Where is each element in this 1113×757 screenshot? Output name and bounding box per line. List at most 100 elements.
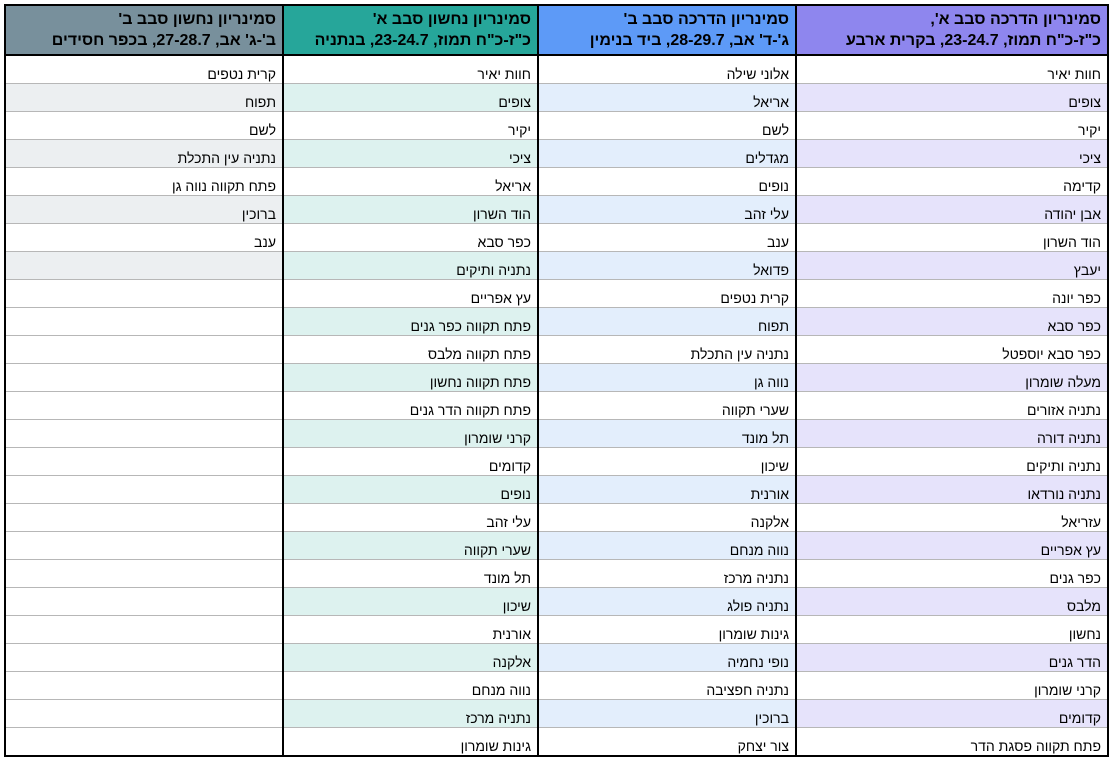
table-cell[interactable]: נווה מנחם	[282, 671, 539, 700]
table-cell[interactable]: ענב	[4, 223, 284, 252]
table-cell[interactable]	[4, 643, 284, 672]
table-cell[interactable]: גינות שומרון	[537, 615, 797, 644]
table-cell[interactable]	[4, 615, 284, 644]
table-cell[interactable]: נתניה מרכז	[282, 699, 539, 728]
header-nachshon-round-2[interactable]: סמינריון נחשון סבב ב' ב'-ג' אב, 27-28.7,…	[4, 4, 284, 56]
table-cell[interactable]	[4, 307, 284, 336]
table-cell[interactable]: תפוח	[4, 83, 284, 112]
table-cell[interactable]: לשם	[537, 111, 797, 140]
table-cell[interactable]: פתח תקווה מלבס	[282, 335, 539, 364]
table-cell[interactable]: קרית נטפים	[4, 54, 284, 84]
table-cell[interactable]: כפר סבא	[282, 223, 539, 252]
table-cell[interactable]: פתח תקווה נחשון	[282, 363, 539, 392]
table-cell[interactable]: יקיר	[795, 111, 1109, 140]
table-cell[interactable]	[4, 391, 284, 420]
table-cell[interactable]: גינות שומרון	[282, 727, 539, 757]
table-cell[interactable]: פדואל	[537, 251, 797, 280]
table-cell[interactable]: נתניה עין התכלת	[4, 139, 284, 168]
table-cell[interactable]: נופים	[282, 475, 539, 504]
table-cell[interactable]	[4, 419, 284, 448]
table-cell[interactable]	[4, 447, 284, 476]
table-cell[interactable]: קדומים	[282, 447, 539, 476]
table-cell[interactable]: עלי זהב	[282, 503, 539, 532]
table-cell[interactable]	[4, 251, 284, 280]
table-cell[interactable]: מגדלים	[537, 139, 797, 168]
table-cell[interactable]: צור יצחק	[537, 727, 797, 757]
table-cell[interactable]	[4, 559, 284, 588]
table-cell[interactable]	[4, 335, 284, 364]
table-cell[interactable]: שערי תקווה	[537, 391, 797, 420]
table-cell[interactable]: כפר יונה	[795, 279, 1109, 308]
table-cell[interactable]: ציכי	[795, 139, 1109, 168]
table-cell[interactable]: לשם	[4, 111, 284, 140]
table-cell[interactable]: פתח תקווה נווה גן	[4, 167, 284, 196]
table-cell[interactable]: נתניה נורדאו	[795, 475, 1109, 504]
table-cell[interactable]: נתניה פולג	[537, 587, 797, 616]
table-cell[interactable]: אורנית	[282, 615, 539, 644]
table-cell[interactable]: אורנית	[537, 475, 797, 504]
table-cell[interactable]: חוות יאיר	[795, 54, 1109, 84]
table-cell[interactable]: נתניה ותיקים	[795, 447, 1109, 476]
header-nachshon-round-1[interactable]: סמינריון נחשון סבב א' כ"ז-כ"ח תמוז, 23-2…	[282, 4, 539, 56]
table-cell[interactable]: צופים	[282, 83, 539, 112]
table-cell[interactable]: תל מונד	[537, 419, 797, 448]
table-cell[interactable]: הוד השרון	[795, 223, 1109, 252]
table-cell[interactable]: יעבץ	[795, 251, 1109, 280]
table-cell[interactable]: כפר גנים	[795, 559, 1109, 588]
table-cell[interactable]: שיכון	[537, 447, 797, 476]
table-cell[interactable]: נתניה חפציבה	[537, 671, 797, 700]
table-cell[interactable]: אלוני שילה	[537, 54, 797, 84]
table-cell[interactable]: קרני שומרון	[282, 419, 539, 448]
table-cell[interactable]	[4, 503, 284, 532]
header-guidance-round-2[interactable]: סמינריון הדרכה סבב ב' ג'-ד' אב, 28-29.7,…	[537, 4, 797, 56]
table-cell[interactable]: אלקנה	[282, 643, 539, 672]
table-cell[interactable]: חוות יאיר	[282, 54, 539, 84]
table-cell[interactable]: אבן יהודה	[795, 195, 1109, 224]
table-cell[interactable]	[4, 699, 284, 728]
table-cell[interactable]: שערי תקווה	[282, 531, 539, 560]
table-cell[interactable]	[4, 671, 284, 700]
table-cell[interactable]: קרית נטפים	[537, 279, 797, 308]
table-cell[interactable]: שיכון	[282, 587, 539, 616]
table-cell[interactable]: פתח תקווה הדר גנים	[282, 391, 539, 420]
table-cell[interactable]	[4, 587, 284, 616]
table-cell[interactable]: ציכי	[282, 139, 539, 168]
table-cell[interactable]: עץ אפריים	[282, 279, 539, 308]
table-cell[interactable]: נתניה דורה	[795, 419, 1109, 448]
table-cell[interactable]	[4, 363, 284, 392]
table-cell[interactable]: צופים	[795, 83, 1109, 112]
table-cell[interactable]: נתניה עין התכלת	[537, 335, 797, 364]
table-cell[interactable]: אלקנה	[537, 503, 797, 532]
table-cell[interactable]: מעלה שומרון	[795, 363, 1109, 392]
table-cell[interactable]: הוד השרון	[282, 195, 539, 224]
table-cell[interactable]: ברוכין	[537, 699, 797, 728]
table-cell[interactable]: פתח תקווה פסגת הדר	[795, 727, 1109, 757]
table-cell[interactable]: אריאל	[282, 167, 539, 196]
table-cell[interactable]: אריאל	[537, 83, 797, 112]
table-cell[interactable]: נתניה ותיקים	[282, 251, 539, 280]
table-cell[interactable]: נופי נחמיה	[537, 643, 797, 672]
table-cell[interactable]: נווה גן	[537, 363, 797, 392]
table-cell[interactable]: כפר סבא	[795, 307, 1109, 336]
table-cell[interactable]: עץ אפריים	[795, 531, 1109, 560]
table-cell[interactable]: קרני שומרון	[795, 671, 1109, 700]
table-cell[interactable]: כפר סבא יוספטל	[795, 335, 1109, 364]
header-guidance-round-1[interactable]: סמינריון הדרכה סבב א', כ"ז-כ"ח תמוז, 23-…	[795, 4, 1109, 56]
table-cell[interactable]	[4, 279, 284, 308]
table-cell[interactable]: נתניה אזורים	[795, 391, 1109, 420]
table-cell[interactable]: מלבס	[795, 587, 1109, 616]
table-cell[interactable]: פתח תקווה כפר גנים	[282, 307, 539, 336]
table-cell[interactable]: עזריאל	[795, 503, 1109, 532]
table-cell[interactable]: קדומים	[795, 699, 1109, 728]
table-cell[interactable]: ענב	[537, 223, 797, 252]
table-cell[interactable]: תפוח	[537, 307, 797, 336]
table-cell[interactable]: יקיר	[282, 111, 539, 140]
table-cell[interactable]: הדר גנים	[795, 643, 1109, 672]
table-cell[interactable]: ברוכין	[4, 195, 284, 224]
table-cell[interactable]: נתניה מרכז	[537, 559, 797, 588]
table-cell[interactable]: נווה מנחם	[537, 531, 797, 560]
table-cell[interactable]: תל מונד	[282, 559, 539, 588]
table-cell[interactable]: נחשון	[795, 615, 1109, 644]
table-cell[interactable]	[4, 727, 284, 757]
table-cell[interactable]: קדימה	[795, 167, 1109, 196]
